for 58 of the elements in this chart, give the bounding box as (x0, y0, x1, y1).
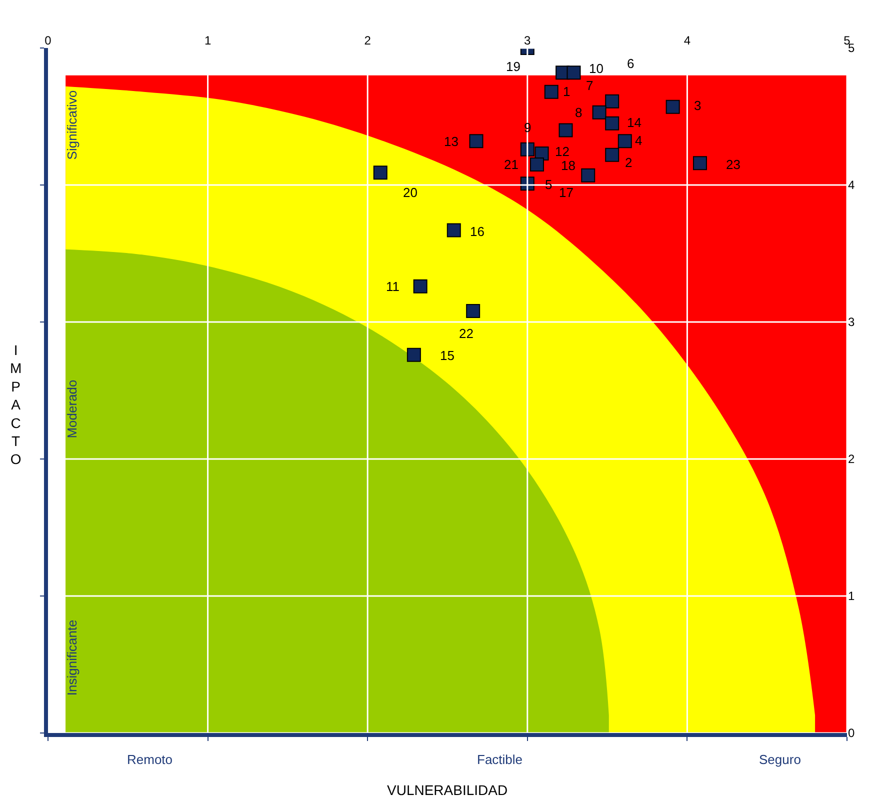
x-tick-label: 3 (524, 34, 532, 48)
annotation: 10 (589, 61, 604, 76)
y-axis-title: IMPACTO (10, 342, 22, 468)
y-tick-label: 2 (848, 452, 855, 466)
point (446, 223, 461, 238)
annotation: 3 (694, 98, 702, 113)
y-tick-label: 1 (848, 589, 855, 604)
point (558, 123, 573, 138)
annotation: 8 (575, 105, 582, 120)
point (520, 142, 534, 156)
y-tick-label: 0 (848, 726, 855, 740)
annotation: 21 (504, 157, 518, 172)
point (605, 94, 620, 108)
point (373, 166, 388, 180)
annotation: 2 (625, 155, 632, 170)
y-tick-label: 3 (848, 315, 855, 330)
point (666, 100, 680, 114)
annotation: 14 (627, 115, 642, 130)
text: Remoto (127, 752, 173, 767)
point (406, 348, 421, 362)
annotation: 6 (627, 56, 634, 71)
annotation: 13 (444, 134, 458, 149)
point (413, 279, 428, 294)
point (618, 134, 632, 148)
point (530, 157, 544, 172)
y-tick-label: 4 (848, 178, 855, 192)
point (469, 134, 484, 148)
annotation: 22 (459, 326, 474, 341)
point (592, 105, 606, 120)
annotation: 1 (563, 84, 570, 99)
annotation: Moderado (64, 380, 80, 438)
annotation: 18 (561, 158, 576, 173)
point (605, 116, 620, 130)
x-tick-label: 1 (204, 34, 212, 48)
annotation: Significativo (64, 90, 80, 160)
annotation: Insignificante (64, 620, 80, 696)
text: Seguro (759, 752, 801, 767)
annotation: 4 (635, 133, 642, 148)
annotation: 12 (555, 144, 570, 159)
annotation: 23 (726, 157, 740, 172)
x-axis-title: VULNERABILIDAD (387, 782, 508, 798)
annotation: 19 (506, 59, 520, 74)
point (581, 168, 596, 182)
annotation: 16 (470, 224, 484, 239)
text: Factible (477, 752, 523, 767)
point (605, 148, 620, 162)
x-tick-label: 0 (44, 34, 52, 48)
annotation: 11 (386, 279, 400, 294)
point (566, 66, 581, 80)
annotation: 15 (440, 348, 454, 363)
x-tick-label: 4 (684, 34, 691, 48)
annotation: 20 (403, 185, 418, 200)
point (544, 84, 558, 99)
annotation: 7 (586, 78, 594, 93)
annotation: 17 (559, 185, 574, 200)
point (692, 156, 707, 170)
x-tick-label: 2 (364, 34, 372, 48)
point (466, 304, 480, 318)
